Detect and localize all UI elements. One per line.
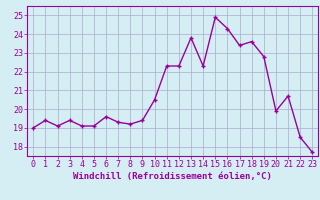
X-axis label: Windchill (Refroidissement éolien,°C): Windchill (Refroidissement éolien,°C)	[73, 172, 272, 181]
